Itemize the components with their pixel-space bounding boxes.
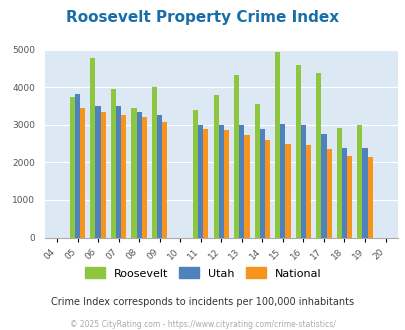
Bar <box>300 125 305 238</box>
Bar <box>321 134 326 238</box>
Bar <box>90 58 95 238</box>
Legend: Roosevelt, Utah, National: Roosevelt, Utah, National <box>80 263 325 283</box>
Bar <box>315 73 321 238</box>
Bar <box>157 115 162 238</box>
Bar <box>213 95 218 238</box>
Bar <box>223 130 228 238</box>
Bar <box>362 148 367 238</box>
Bar <box>244 135 249 238</box>
Bar <box>203 128 208 238</box>
Bar <box>80 108 85 238</box>
Bar <box>305 146 310 238</box>
Bar <box>100 112 105 238</box>
Bar <box>356 125 362 238</box>
Bar <box>336 128 341 238</box>
Bar <box>259 129 264 238</box>
Bar <box>192 111 198 238</box>
Bar <box>275 52 279 238</box>
Text: Crime Index corresponds to incidents per 100,000 inhabitants: Crime Index corresponds to incidents per… <box>51 297 354 307</box>
Text: Roosevelt Property Crime Index: Roosevelt Property Crime Index <box>66 10 339 25</box>
Bar <box>218 125 223 238</box>
Text: © 2025 CityRating.com - https://www.cityrating.com/crime-statistics/: © 2025 CityRating.com - https://www.city… <box>70 320 335 329</box>
Bar <box>111 89 116 238</box>
Bar <box>70 96 75 238</box>
Bar <box>285 144 290 238</box>
Bar <box>141 117 147 238</box>
Bar <box>121 115 126 238</box>
Bar <box>326 149 331 238</box>
Bar <box>279 124 285 238</box>
Bar <box>75 94 80 238</box>
Bar <box>341 148 346 238</box>
Bar <box>162 122 167 238</box>
Bar <box>131 108 136 238</box>
Bar <box>234 75 239 238</box>
Bar <box>198 125 203 238</box>
Bar <box>239 125 244 238</box>
Bar <box>136 112 141 238</box>
Bar <box>95 106 100 238</box>
Bar <box>116 106 121 238</box>
Bar <box>151 87 157 238</box>
Bar <box>346 155 351 238</box>
Bar <box>254 104 259 238</box>
Bar <box>264 140 269 238</box>
Bar <box>295 65 300 238</box>
Bar <box>367 157 372 238</box>
